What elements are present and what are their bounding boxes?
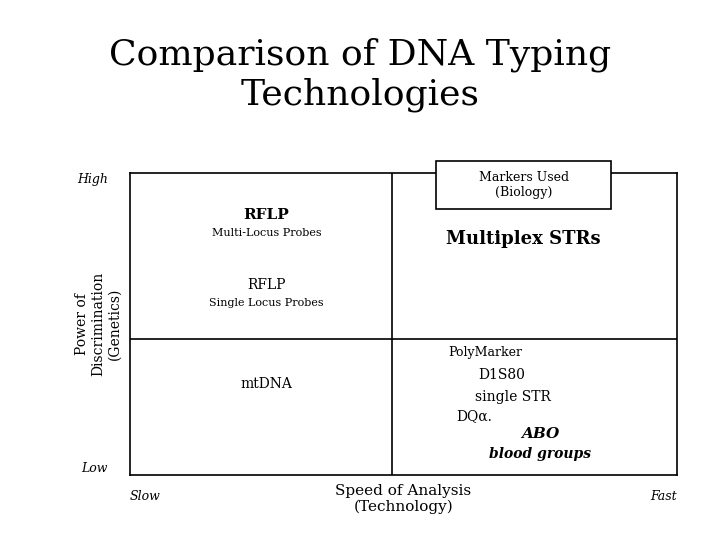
X-axis label: Speed of Analysis
(Technology): Speed of Analysis (Technology) <box>335 483 472 514</box>
Text: blood groups: blood groups <box>489 447 591 461</box>
Text: DQα.: DQα. <box>456 409 492 423</box>
Text: RFLP: RFLP <box>247 278 286 292</box>
Text: Low: Low <box>81 462 108 475</box>
Text: Fast: Fast <box>650 490 677 503</box>
Text: Comparison of DNA Typing
Technologies: Comparison of DNA Typing Technologies <box>109 38 611 112</box>
Text: ABO: ABO <box>521 427 559 441</box>
Text: Slow: Slow <box>130 490 161 503</box>
Text: Multi-Locus Probes: Multi-Locus Probes <box>212 228 321 238</box>
Text: D1S80: D1S80 <box>478 368 525 382</box>
Y-axis label: Power of
Discrimination
(Genetics): Power of Discrimination (Genetics) <box>75 272 121 376</box>
Text: RFLP: RFLP <box>243 208 289 222</box>
Text: PolyMarker: PolyMarker <box>449 346 522 359</box>
Text: single STR: single STR <box>474 389 551 403</box>
FancyBboxPatch shape <box>436 161 611 209</box>
Text: Markers Used
(Biology): Markers Used (Biology) <box>479 171 569 199</box>
Text: High: High <box>77 173 108 186</box>
Text: mtDNA: mtDNA <box>240 377 292 392</box>
Text: Single Locus Probes: Single Locus Probes <box>209 298 324 308</box>
Text: Multiplex STRs: Multiplex STRs <box>446 231 601 248</box>
